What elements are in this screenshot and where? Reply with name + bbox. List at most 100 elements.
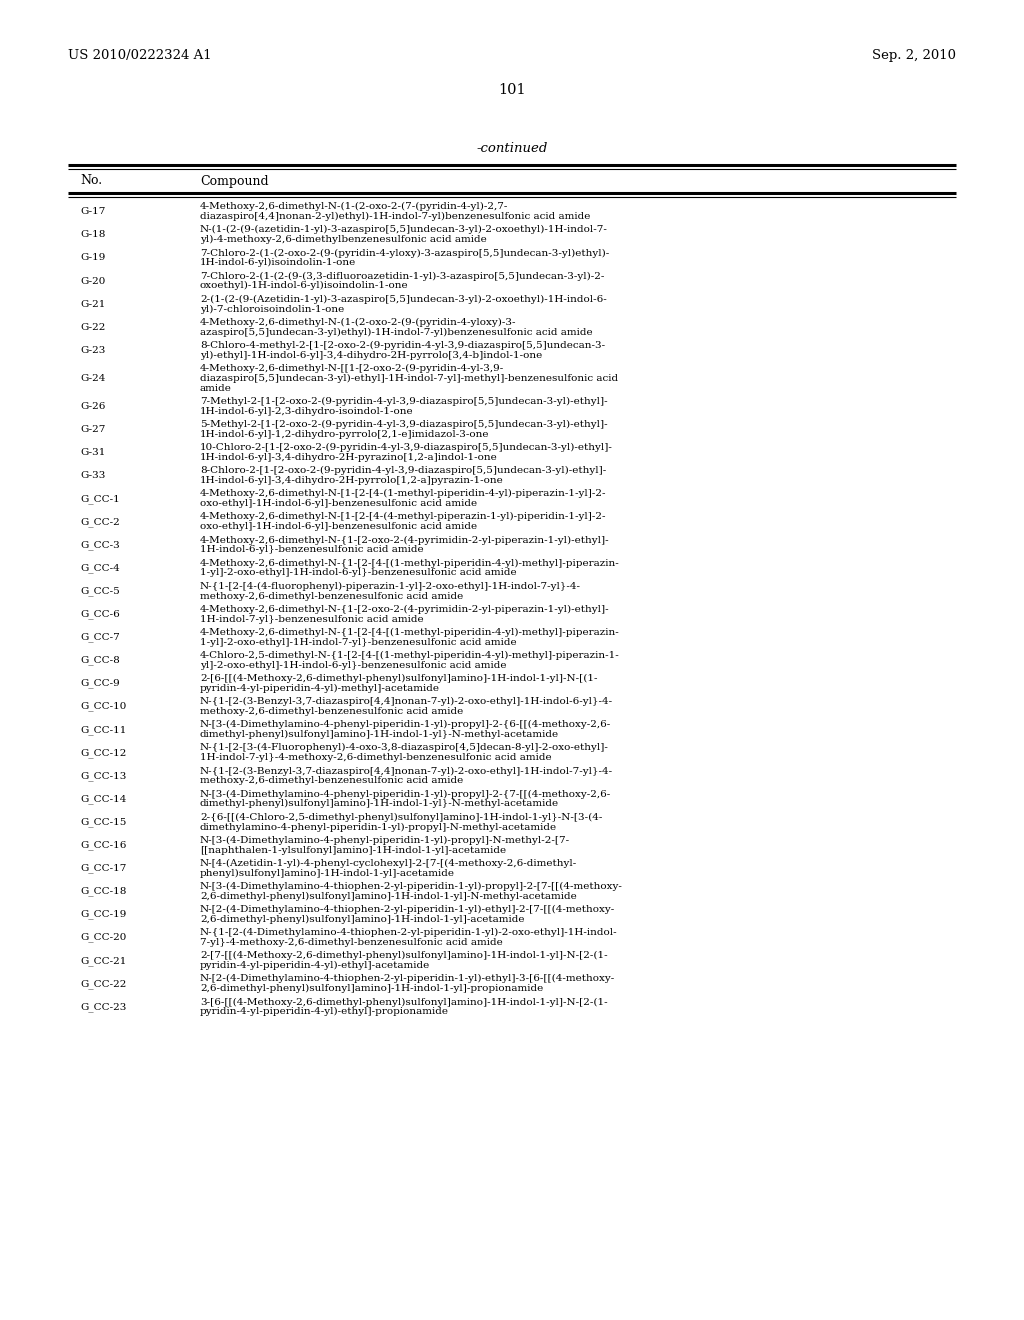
Text: yl)-7-chloroisoindolin-1-one: yl)-7-chloroisoindolin-1-one: [200, 305, 344, 314]
Text: 3-[6-[[(4-Methoxy-2,6-dimethyl-phenyl)sulfonyl]amino]-1H-indol-1-yl]-N-[2-(1-: 3-[6-[[(4-Methoxy-2,6-dimethyl-phenyl)su…: [200, 998, 607, 1007]
Text: G-27: G-27: [80, 425, 105, 434]
Text: N-[4-(Azetidin-1-yl)-4-phenyl-cyclohexyl]-2-[7-[(4-methoxy-2,6-dimethyl-: N-[4-(Azetidin-1-yl)-4-phenyl-cyclohexyl…: [200, 859, 578, 869]
Text: yl]-2-oxo-ethyl]-1H-indol-6-yl}-benzenesulfonic acid amide: yl]-2-oxo-ethyl]-1H-indol-6-yl}-benzenes…: [200, 661, 507, 669]
Text: N-[2-(4-Dimethylamino-4-thiophen-2-yl-piperidin-1-yl)-ethyl]-2-[7-[[(4-methoxy-: N-[2-(4-Dimethylamino-4-thiophen-2-yl-pi…: [200, 906, 615, 915]
Text: G_CC-15: G_CC-15: [80, 817, 126, 826]
Text: diazaspiro[4,4]nonan-2-yl)ethyl)-1H-indol-7-yl)benzenesulfonic acid amide: diazaspiro[4,4]nonan-2-yl)ethyl)-1H-indo…: [200, 213, 591, 222]
Text: G-24: G-24: [80, 374, 105, 383]
Text: 4-Methoxy-2,6-dimethyl-N-{1-[2-oxo-2-(4-pyrimidin-2-yl-piperazin-1-yl)-ethyl]-: 4-Methoxy-2,6-dimethyl-N-{1-[2-oxo-2-(4-…: [200, 605, 609, 614]
Text: methoxy-2,6-dimethyl-benzenesulfonic acid amide: methoxy-2,6-dimethyl-benzenesulfonic aci…: [200, 776, 463, 785]
Text: N-[3-(4-Dimethylamino-4-thiophen-2-yl-piperidin-1-yl)-propyl]-2-[7-[[(4-methoxy-: N-[3-(4-Dimethylamino-4-thiophen-2-yl-pi…: [200, 882, 623, 891]
Text: 1H-indol-6-yl]-2,3-dihydro-isoindol-1-one: 1H-indol-6-yl]-2,3-dihydro-isoindol-1-on…: [200, 407, 414, 416]
Text: G-18: G-18: [80, 230, 105, 239]
Text: amide: amide: [200, 384, 231, 392]
Text: dimethyl-phenyl)sulfonyl]amino]-1H-indol-1-yl}-N-methyl-acetamide: dimethyl-phenyl)sulfonyl]amino]-1H-indol…: [200, 800, 559, 808]
Text: G_CC-14: G_CC-14: [80, 795, 126, 804]
Text: 2-(1-(2-(9-(Azetidin-1-yl)-3-azaspiro[5,5]undecan-3-yl)-2-oxoethyl)-1H-indol-6-: 2-(1-(2-(9-(Azetidin-1-yl)-3-azaspiro[5,…: [200, 294, 607, 304]
Text: 2-[6-[[(4-Methoxy-2,6-dimethyl-phenyl)sulfonyl]amino]-1H-indol-1-yl]-N-[(1-: 2-[6-[[(4-Methoxy-2,6-dimethyl-phenyl)su…: [200, 675, 597, 684]
Text: 10-Chloro-2-[1-[2-oxo-2-(9-pyridin-4-yl-3,9-diazaspiro[5,5]undecan-3-yl)-ethyl]-: 10-Chloro-2-[1-[2-oxo-2-(9-pyridin-4-yl-…: [200, 444, 613, 453]
Text: G_CC-5: G_CC-5: [80, 586, 120, 595]
Text: yl)-4-methoxy-2,6-dimethylbenzenesulfonic acid amide: yl)-4-methoxy-2,6-dimethylbenzenesulfoni…: [200, 235, 486, 244]
Text: 2,6-dimethyl-phenyl)sulfonyl]amino]-1H-indol-1-yl]-N-methyl-acetamide: 2,6-dimethyl-phenyl)sulfonyl]amino]-1H-i…: [200, 892, 577, 900]
Text: dimethylamino-4-phenyl-piperidin-1-yl)-propyl]-N-methyl-acetamide: dimethylamino-4-phenyl-piperidin-1-yl)-p…: [200, 822, 557, 832]
Text: G_CC-6: G_CC-6: [80, 610, 120, 619]
Text: 7-Chloro-2-(1-(2-(9-(3,3-difluoroazetidin-1-yl)-3-azaspiro[5,5]undecan-3-yl)-2-: 7-Chloro-2-(1-(2-(9-(3,3-difluoroazetidi…: [200, 272, 604, 281]
Text: G_CC-1: G_CC-1: [80, 494, 120, 503]
Text: 4-Methoxy-2,6-dimethyl-N-{1-[2-[4-[(1-methyl-piperidin-4-yl)-methyl]-piperazin-: 4-Methoxy-2,6-dimethyl-N-{1-[2-[4-[(1-me…: [200, 558, 620, 568]
Text: G_CC-16: G_CC-16: [80, 841, 126, 850]
Text: pyridin-4-yl-piperidin-4-yl)-methyl]-acetamide: pyridin-4-yl-piperidin-4-yl)-methyl]-ace…: [200, 684, 440, 693]
Text: N-{1-[2-(4-Dimethylamino-4-thiophen-2-yl-piperidin-1-yl)-2-oxo-ethyl]-1H-indol-: N-{1-[2-(4-Dimethylamino-4-thiophen-2-yl…: [200, 928, 617, 937]
Text: N-[2-(4-Dimethylamino-4-thiophen-2-yl-piperidin-1-yl)-ethyl]-3-[6-[[(4-methoxy-: N-[2-(4-Dimethylamino-4-thiophen-2-yl-pi…: [200, 974, 615, 983]
Text: G_CC-13: G_CC-13: [80, 771, 126, 780]
Text: 4-Methoxy-2,6-dimethyl-N-(1-(2-oxo-2-(9-(pyridin-4-yloxy)-3-: 4-Methoxy-2,6-dimethyl-N-(1-(2-oxo-2-(9-…: [200, 318, 516, 327]
Text: Compound: Compound: [200, 174, 268, 187]
Text: 1-yl]-2-oxo-ethyl]-1H-indol-7-yl}-benzenesulfonic acid amide: 1-yl]-2-oxo-ethyl]-1H-indol-7-yl}-benzen…: [200, 638, 517, 647]
Text: 1H-indol-7-yl}-4-methoxy-2,6-dimethyl-benzenesulfonic acid amide: 1H-indol-7-yl}-4-methoxy-2,6-dimethyl-be…: [200, 754, 552, 762]
Text: 4-Methoxy-2,6-dimethyl-N-[1-[2-[4-(4-methyl-piperazin-1-yl)-piperidin-1-yl]-2-: 4-Methoxy-2,6-dimethyl-N-[1-[2-[4-(4-met…: [200, 512, 606, 521]
Text: G_CC-20: G_CC-20: [80, 933, 126, 942]
Text: N-[3-(4-Dimethylamino-4-phenyl-piperidin-1-yl)-propyl]-2-{7-[[(4-methoxy-2,6-: N-[3-(4-Dimethylamino-4-phenyl-piperidin…: [200, 789, 611, 799]
Text: US 2010/0222324 A1: US 2010/0222324 A1: [68, 49, 212, 62]
Text: G_CC-2: G_CC-2: [80, 517, 120, 527]
Text: azaspiro[5,5]undecan-3-yl)ethyl)-1H-indol-7-yl)benzenesulfonic acid amide: azaspiro[5,5]undecan-3-yl)ethyl)-1H-indo…: [200, 327, 593, 337]
Text: 1-yl]-2-oxo-ethyl]-1H-indol-6-yl}-benzenesulfonic acid amide: 1-yl]-2-oxo-ethyl]-1H-indol-6-yl}-benzen…: [200, 569, 517, 577]
Text: 4-Methoxy-2,6-dimethyl-N-{1-[2-oxo-2-(4-pyrimidin-2-yl-piperazin-1-yl)-ethyl]-: 4-Methoxy-2,6-dimethyl-N-{1-[2-oxo-2-(4-…: [200, 536, 609, 545]
Text: oxo-ethyl]-1H-indol-6-yl]-benzenesulfonic acid amide: oxo-ethyl]-1H-indol-6-yl]-benzenesulfoni…: [200, 523, 477, 531]
Text: G-23: G-23: [80, 346, 105, 355]
Text: 4-Methoxy-2,6-dimethyl-N-{1-[2-[4-[(1-methyl-piperidin-4-yl)-methyl]-piperazin-: 4-Methoxy-2,6-dimethyl-N-{1-[2-[4-[(1-me…: [200, 628, 620, 638]
Text: G_CC-23: G_CC-23: [80, 1002, 126, 1011]
Text: 1H-indol-6-yl]-1,2-dihydro-pyrrolo[2,1-e]imidazol-3-one: 1H-indol-6-yl]-1,2-dihydro-pyrrolo[2,1-e…: [200, 430, 489, 438]
Text: N-{1-[2-(3-Benzyl-3,7-diazaspiro[4,4]nonan-7-yl)-2-oxo-ethyl]-1H-indol-7-yl}-4-: N-{1-[2-(3-Benzyl-3,7-diazaspiro[4,4]non…: [200, 767, 613, 776]
Text: G_CC-7: G_CC-7: [80, 632, 120, 642]
Text: 4-Chloro-2,5-dimethyl-N-{1-[2-[4-[(1-methyl-piperidin-4-yl)-methyl]-piperazin-1-: 4-Chloro-2,5-dimethyl-N-{1-[2-[4-[(1-met…: [200, 651, 620, 660]
Text: G-26: G-26: [80, 401, 105, 411]
Text: 1H-indol-6-yl]-3,4-dihydro-2H-pyrrolo[1,2-a]pyrazin-1-one: 1H-indol-6-yl]-3,4-dihydro-2H-pyrrolo[1,…: [200, 477, 504, 484]
Text: N-{1-[2-[3-(4-Fluorophenyl)-4-oxo-3,8-diazaspiro[4,5]decan-8-yl]-2-oxo-ethyl]-: N-{1-[2-[3-(4-Fluorophenyl)-4-oxo-3,8-di…: [200, 743, 609, 752]
Text: G_CC-10: G_CC-10: [80, 702, 126, 711]
Text: 7-yl}-4-methoxy-2,6-dimethyl-benzenesulfonic acid amide: 7-yl}-4-methoxy-2,6-dimethyl-benzenesulf…: [200, 939, 503, 946]
Text: methoxy-2,6-dimethyl-benzenesulfonic acid amide: methoxy-2,6-dimethyl-benzenesulfonic aci…: [200, 708, 463, 715]
Text: G-17: G-17: [80, 207, 105, 216]
Text: G_CC-22: G_CC-22: [80, 979, 126, 989]
Text: G_CC-17: G_CC-17: [80, 863, 126, 873]
Text: G-33: G-33: [80, 471, 105, 480]
Text: 4-Methoxy-2,6-dimethyl-N-(1-(2-oxo-2-(7-(pyridin-4-yl)-2,7-: 4-Methoxy-2,6-dimethyl-N-(1-(2-oxo-2-(7-…: [200, 202, 508, 211]
Text: dimethyl-phenyl)sulfonyl]amino]-1H-indol-1-yl}-N-methyl-acetamide: dimethyl-phenyl)sulfonyl]amino]-1H-indol…: [200, 730, 559, 739]
Text: 8-Chloro-2-[1-[2-oxo-2-(9-pyridin-4-yl-3,9-diazaspiro[5,5]undecan-3-yl)-ethyl]-: 8-Chloro-2-[1-[2-oxo-2-(9-pyridin-4-yl-3…: [200, 466, 606, 475]
Text: G_CC-8: G_CC-8: [80, 656, 120, 665]
Text: 1H-indol-6-yl]-3,4-dihydro-2H-pyrazino[1,2-a]indol-1-one: 1H-indol-6-yl]-3,4-dihydro-2H-pyrazino[1…: [200, 453, 498, 462]
Text: 1H-indol-6-yl)isoindolin-1-one: 1H-indol-6-yl)isoindolin-1-one: [200, 259, 356, 268]
Text: oxo-ethyl]-1H-indol-6-yl]-benzenesulfonic acid amide: oxo-ethyl]-1H-indol-6-yl]-benzenesulfoni…: [200, 499, 477, 508]
Text: G-21: G-21: [80, 300, 105, 309]
Text: 7-Chloro-2-(1-(2-oxo-2-(9-(pyridin-4-yloxy)-3-azaspiro[5,5]undecan-3-yl)ethyl)-: 7-Chloro-2-(1-(2-oxo-2-(9-(pyridin-4-ylo…: [200, 248, 609, 257]
Text: N-[3-(4-Dimethylamino-4-phenyl-piperidin-1-yl)-propyl]-N-methyl-2-[7-: N-[3-(4-Dimethylamino-4-phenyl-piperidin…: [200, 836, 570, 845]
Text: G-19: G-19: [80, 253, 105, 263]
Text: pyridin-4-yl-piperidin-4-yl)-ethyl]-propionamide: pyridin-4-yl-piperidin-4-yl)-ethyl]-prop…: [200, 1007, 449, 1016]
Text: 1H-indol-7-yl}-benzenesulfonic acid amide: 1H-indol-7-yl}-benzenesulfonic acid amid…: [200, 615, 424, 623]
Text: 2-{6-[[(4-Chloro-2,5-dimethyl-phenyl)sulfonyl]amino]-1H-indol-1-yl}-N-[3-(4-: 2-{6-[[(4-Chloro-2,5-dimethyl-phenyl)sul…: [200, 813, 602, 822]
Text: yl)-ethyl]-1H-indol-6-yl]-3,4-dihydro-2H-pyrrolo[3,4-b]indol-1-one: yl)-ethyl]-1H-indol-6-yl]-3,4-dihydro-2H…: [200, 351, 543, 360]
Text: N-(1-(2-(9-(azetidin-1-yl)-3-azaspiro[5,5]undecan-3-yl)-2-oxoethyl)-1H-indol-7-: N-(1-(2-(9-(azetidin-1-yl)-3-azaspiro[5,…: [200, 226, 608, 235]
Text: -continued: -continued: [476, 141, 548, 154]
Text: G_CC-12: G_CC-12: [80, 748, 126, 758]
Text: 2-[7-[[(4-Methoxy-2,6-dimethyl-phenyl)sulfonyl]amino]-1H-indol-1-yl]-N-[2-(1-: 2-[7-[[(4-Methoxy-2,6-dimethyl-phenyl)su…: [200, 952, 607, 961]
Text: N-[3-(4-Dimethylamino-4-phenyl-piperidin-1-yl)-propyl]-2-{6-[[(4-methoxy-2,6-: N-[3-(4-Dimethylamino-4-phenyl-piperidin…: [200, 721, 611, 730]
Text: 2,6-dimethyl-phenyl)sulfonyl]amino]-1H-indol-1-yl]-acetamide: 2,6-dimethyl-phenyl)sulfonyl]amino]-1H-i…: [200, 915, 524, 924]
Text: G_CC-11: G_CC-11: [80, 725, 126, 734]
Text: [[naphthalen-1-ylsulfonyl]amino]-1H-indol-1-yl]-acetamide: [[naphthalen-1-ylsulfonyl]amino]-1H-indo…: [200, 846, 506, 854]
Text: 7-Methyl-2-[1-[2-oxo-2-(9-pyridin-4-yl-3,9-diazaspiro[5,5]undecan-3-yl)-ethyl]-: 7-Methyl-2-[1-[2-oxo-2-(9-pyridin-4-yl-3…: [200, 397, 607, 407]
Text: oxoethyl)-1H-indol-6-yl)isoindolin-1-one: oxoethyl)-1H-indol-6-yl)isoindolin-1-one: [200, 281, 409, 290]
Text: N-{1-[2-[4-(4-fluorophenyl)-piperazin-1-yl]-2-oxo-ethyl]-1H-indol-7-yl}-4-: N-{1-[2-[4-(4-fluorophenyl)-piperazin-1-…: [200, 582, 581, 591]
Text: G_CC-4: G_CC-4: [80, 564, 120, 573]
Text: 4-Methoxy-2,6-dimethyl-N-[1-[2-[4-(1-methyl-piperidin-4-yl)-piperazin-1-yl]-2-: 4-Methoxy-2,6-dimethyl-N-[1-[2-[4-(1-met…: [200, 490, 606, 499]
Text: G_CC-21: G_CC-21: [80, 956, 126, 965]
Text: 101: 101: [499, 83, 525, 96]
Text: Sep. 2, 2010: Sep. 2, 2010: [872, 49, 956, 62]
Text: G-31: G-31: [80, 447, 105, 457]
Text: G_CC-18: G_CC-18: [80, 887, 126, 896]
Text: G_CC-3: G_CC-3: [80, 540, 120, 549]
Text: N-{1-[2-(3-Benzyl-3,7-diazaspiro[4,4]nonan-7-yl)-2-oxo-ethyl]-1H-indol-6-yl}-4-: N-{1-[2-(3-Benzyl-3,7-diazaspiro[4,4]non…: [200, 697, 613, 706]
Text: G_CC-9: G_CC-9: [80, 678, 120, 688]
Text: 8-Chloro-4-methyl-2-[1-[2-oxo-2-(9-pyridin-4-yl-3,9-diazaspiro[5,5]undecan-3-: 8-Chloro-4-methyl-2-[1-[2-oxo-2-(9-pyrid…: [200, 341, 605, 350]
